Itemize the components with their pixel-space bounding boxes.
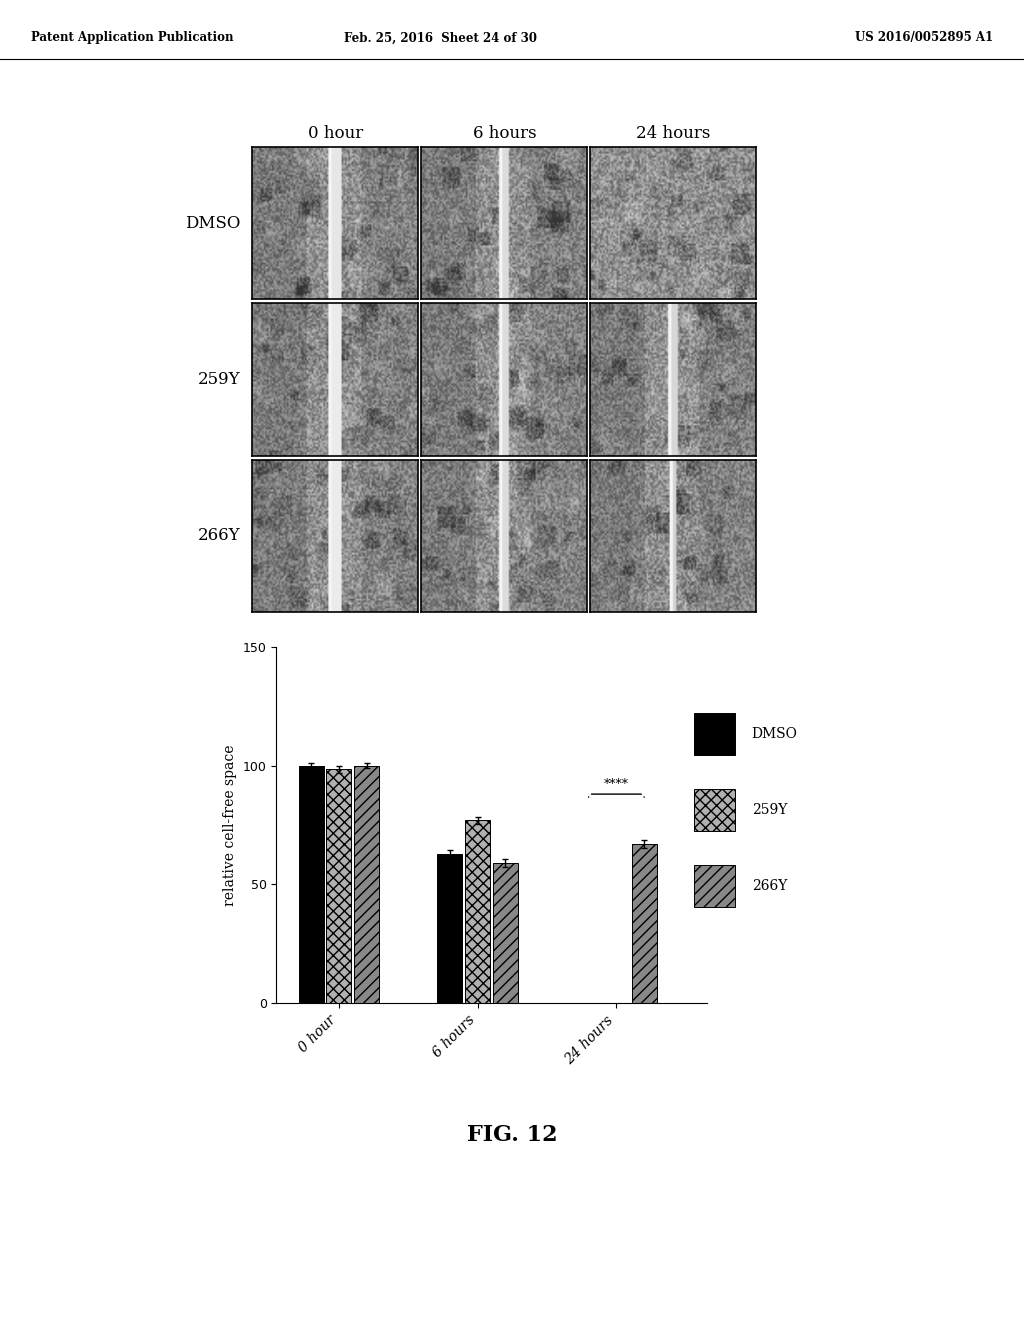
Bar [299,766,324,1003]
Text: FIG. 12: FIG. 12 [467,1125,557,1146]
Text: 24 hours: 24 hours [636,124,711,141]
Bar [327,770,351,1003]
Text: Patent Application Publication: Patent Application Publication [31,32,233,45]
Bar [694,713,735,755]
Text: 259Y: 259Y [198,371,241,388]
Bar [493,863,518,1003]
Text: 266Y: 266Y [198,527,241,544]
Bar [694,865,735,907]
Text: DMSO: DMSO [185,215,241,232]
Bar [437,854,463,1003]
Bar [632,843,656,1003]
Text: DMSO: DMSO [752,727,798,741]
Text: Feb. 25, 2016  Sheet 24 of 30: Feb. 25, 2016 Sheet 24 of 30 [344,32,537,45]
Bar [694,788,735,832]
Y-axis label: relative cell-free space: relative cell-free space [223,744,238,906]
Text: US 2016/0052895 A1: US 2016/0052895 A1 [855,32,993,45]
Text: ****: **** [604,777,629,791]
Text: 259Y: 259Y [752,803,787,817]
Text: 0 hour: 0 hour [308,124,362,141]
Text: 6 hours: 6 hours [472,124,537,141]
Bar [465,820,490,1003]
Text: 266Y: 266Y [752,879,787,894]
Bar [354,766,379,1003]
